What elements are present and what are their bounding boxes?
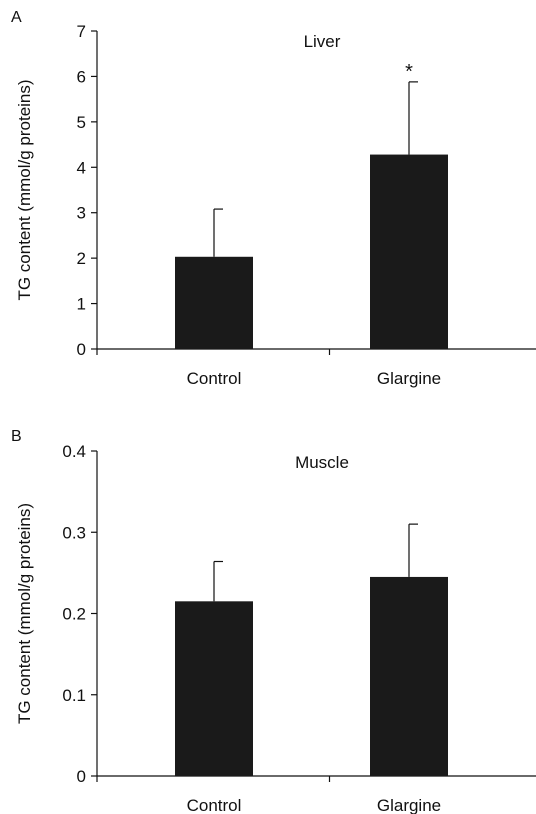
- panel-a-letter: A: [11, 9, 22, 26]
- panel-a-y-tick-label: 6: [77, 67, 86, 86]
- panel-b-y-tick-label: 0.4: [62, 442, 86, 461]
- panel-a: A Liver TG content (mmol/g proteins) 0 1 2 3 4 5…: [11, 9, 536, 388]
- panel-b-category-label-glargine: Glargine: [377, 796, 441, 814]
- panel-a-y-tick-label: 2: [77, 249, 86, 268]
- panel-b-letter: B: [11, 428, 22, 445]
- panel-b-y-tick-label: 0.1: [62, 686, 86, 705]
- panel-a-y-tick-label: 7: [77, 22, 86, 41]
- panel-a-y-tick-label: 1: [77, 295, 86, 314]
- panel-a-category-label-control: Control: [187, 369, 242, 388]
- panel-b-y-axis-title: TG content (mmol/g proteins): [15, 503, 34, 724]
- panel-b: B Muscle TG content (mmol/g proteins) 0 0.1 0…: [11, 428, 536, 814]
- panel-b-title: Muscle: [295, 453, 349, 472]
- panel-a-y-tick-label: 0: [77, 340, 86, 359]
- panel-a-y-axis-title: TG content (mmol/g proteins): [15, 79, 34, 300]
- panel-a-significance-marker: *: [405, 61, 413, 83]
- panel-a-category-label-glargine: Glargine: [377, 369, 441, 388]
- panel-b-category-label-control: Control: [187, 796, 242, 814]
- panel-a-title: Liver: [304, 32, 341, 51]
- panel-b-bar-glargine: [370, 576, 448, 776]
- panel-b-bar-control: [175, 601, 253, 776]
- panel-b-y-tick-label: 0: [77, 767, 86, 786]
- panel-a-y-tick-label: 5: [77, 113, 86, 132]
- panel-b-y-tick-label: 0.3: [62, 523, 86, 542]
- panel-a-bar-glargine: [370, 154, 448, 349]
- panel-a-y-tick-label: 4: [77, 158, 86, 177]
- panel-a-y-tick-label: 3: [77, 204, 86, 223]
- panel-b-y-tick-label: 0.2: [62, 605, 86, 624]
- panel-a-bar-control: [175, 256, 253, 349]
